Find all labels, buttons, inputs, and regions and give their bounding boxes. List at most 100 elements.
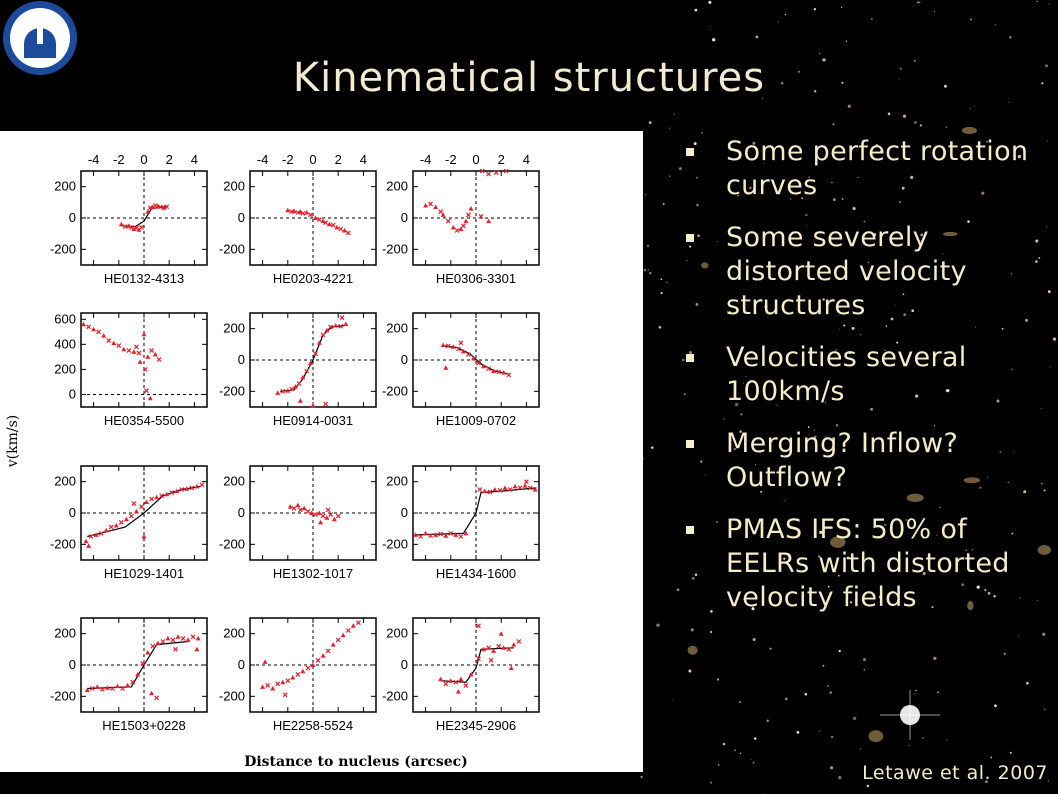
x-axis-label: Distance to nucleus (arcsec) bbox=[244, 754, 468, 770]
background-star bbox=[817, 555, 821, 558]
background-star bbox=[751, 758, 752, 760]
background-star bbox=[1040, 408, 1042, 409]
velocity-point bbox=[450, 224, 456, 230]
velocity-point bbox=[488, 657, 494, 663]
velocity-point bbox=[144, 499, 149, 504]
velocity-point bbox=[465, 212, 471, 218]
velocity-point bbox=[335, 637, 341, 643]
velocity-panel: 200 0 -200 HE0914-0031 bbox=[219, 312, 377, 428]
background-star bbox=[851, 326, 855, 330]
background-star bbox=[1007, 481, 1009, 484]
velocity-point bbox=[140, 660, 146, 666]
background-star bbox=[805, 213, 808, 217]
background-star bbox=[919, 1, 921, 3]
velocity-point bbox=[292, 384, 298, 389]
background-star bbox=[863, 669, 866, 671]
velocity-point bbox=[463, 682, 469, 688]
background-star bbox=[827, 585, 830, 588]
background-star bbox=[1036, 0, 1038, 3]
background-star bbox=[819, 52, 821, 54]
panel-object-label: HE1009-0702 bbox=[436, 413, 516, 428]
background-star bbox=[919, 124, 923, 127]
velocity-point bbox=[103, 527, 109, 533]
velocity-point bbox=[136, 350, 142, 356]
velocity-point bbox=[291, 505, 297, 511]
background-star bbox=[717, 764, 720, 766]
background-star bbox=[1013, 450, 1015, 452]
background-star bbox=[764, 305, 768, 309]
background-star bbox=[910, 175, 914, 180]
background-star bbox=[1007, 102, 1009, 104]
background-star bbox=[710, 610, 713, 613]
background-star bbox=[916, 1, 920, 4]
background-star bbox=[852, 716, 857, 721]
background-star bbox=[822, 58, 826, 62]
velocity-point bbox=[465, 352, 471, 357]
background-star bbox=[686, 259, 688, 262]
background-star bbox=[849, 601, 853, 604]
velocity-point bbox=[355, 620, 361, 626]
background-galaxy bbox=[963, 477, 981, 484]
velocity-point bbox=[155, 640, 161, 646]
velocity-point bbox=[330, 642, 336, 647]
institute-logo bbox=[3, 1, 77, 75]
background-star bbox=[994, 704, 997, 708]
velocity-point bbox=[147, 205, 153, 211]
velocity-point bbox=[301, 505, 307, 511]
background-star bbox=[734, 749, 736, 752]
velocity-point bbox=[493, 170, 499, 176]
velocity-point bbox=[486, 171, 492, 177]
y-tick-label: 200 bbox=[223, 474, 245, 489]
background-star bbox=[868, 261, 870, 263]
x-tick-label: -4 bbox=[420, 152, 432, 167]
background-star bbox=[901, 186, 905, 190]
background-star bbox=[969, 107, 972, 110]
velocity-point bbox=[502, 485, 508, 490]
bullet-item: Some severely distorted velocity structu… bbox=[680, 221, 1055, 323]
velocity-point bbox=[478, 213, 484, 219]
velocity-point bbox=[179, 487, 185, 492]
velocity-point bbox=[517, 485, 523, 491]
background-star bbox=[933, 656, 937, 661]
velocity-point bbox=[170, 637, 176, 643]
background-star bbox=[899, 67, 902, 70]
velocity-point bbox=[339, 315, 345, 321]
background-star bbox=[847, 104, 851, 108]
velocity-point bbox=[506, 372, 512, 378]
y-tick-label: 200 bbox=[54, 179, 76, 194]
velocity-point bbox=[498, 631, 504, 636]
y-tick-label: 200 bbox=[54, 474, 76, 489]
y-tick-label: -200 bbox=[382, 383, 408, 398]
background-star bbox=[1041, 482, 1043, 485]
velocity-point bbox=[282, 692, 288, 698]
background-star bbox=[745, 375, 747, 378]
background-star bbox=[981, 191, 985, 195]
background-star bbox=[646, 244, 650, 248]
background-star bbox=[993, 595, 996, 598]
bullet-square-icon bbox=[686, 440, 694, 448]
velocity-point bbox=[130, 679, 136, 685]
background-star bbox=[829, 437, 833, 441]
background-star bbox=[1049, 366, 1051, 368]
background-star bbox=[690, 628, 694, 632]
y-tick-label: 0 bbox=[401, 657, 408, 672]
background-star bbox=[899, 201, 902, 204]
background-star bbox=[913, 59, 916, 62]
background-star bbox=[709, 630, 713, 634]
background-star bbox=[835, 424, 839, 427]
y-tick-label: -200 bbox=[382, 688, 408, 703]
panel-object-label: HE2345-2906 bbox=[436, 718, 516, 733]
x-tick-label: -4 bbox=[88, 152, 100, 167]
velocity-panel: -4 -2 0 2 4 200 0 -200 HE0203-4221 bbox=[219, 152, 377, 286]
background-star bbox=[697, 234, 700, 238]
y-tick-label: 200 bbox=[386, 626, 408, 641]
background-star bbox=[669, 175, 671, 177]
x-tick-label: -2 bbox=[445, 152, 457, 167]
velocity-point bbox=[81, 321, 86, 327]
velocity-point bbox=[304, 210, 310, 215]
background-star bbox=[694, 8, 698, 12]
velocity-point bbox=[496, 643, 502, 649]
bullet-text: PMAS IFS: 50% of EELRs with distorted ve… bbox=[726, 514, 1010, 613]
velocity-point bbox=[506, 646, 512, 652]
velocity-point bbox=[105, 685, 110, 690]
